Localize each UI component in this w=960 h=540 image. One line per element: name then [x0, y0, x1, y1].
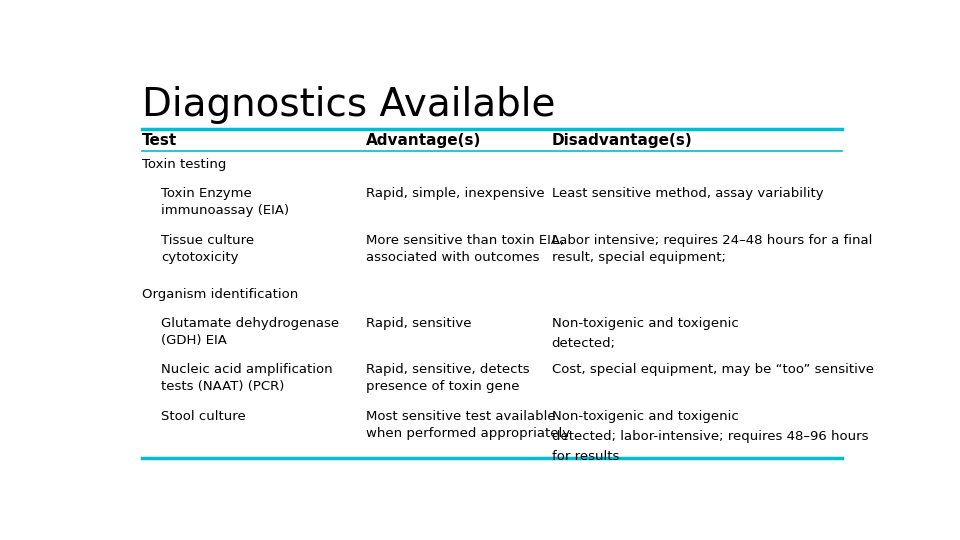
Text: Glutamate dehydrogenase
(GDH) EIA: Glutamate dehydrogenase (GDH) EIA [161, 317, 339, 347]
Text: detected;: detected; [551, 337, 615, 350]
Text: Organism identification: Organism identification [142, 288, 299, 301]
Text: More sensitive than toxin EIA,
associated with outcomes: More sensitive than toxin EIA, associate… [366, 234, 564, 264]
Text: for results: for results [551, 450, 619, 463]
Text: Labor intensive; requires 24–48 hours for a final
result, special equipment;: Labor intensive; requires 24–48 hours fo… [551, 234, 872, 264]
Text: Diagnostics Available: Diagnostics Available [142, 85, 556, 124]
Text: Stool culture: Stool culture [161, 410, 246, 423]
Text: Least sensitive method, assay variability: Least sensitive method, assay variabilit… [551, 187, 823, 200]
Text: Non-toxigenic and toxigenic: Non-toxigenic and toxigenic [551, 317, 742, 330]
Text: Nucleic acid amplification
tests (NAAT) (PCR): Nucleic acid amplification tests (NAAT) … [161, 363, 332, 393]
Text: Disadvantage(s): Disadvantage(s) [551, 133, 692, 148]
Text: Rapid, sensitive: Rapid, sensitive [366, 317, 471, 330]
Text: Tissue culture
cytotoxicity: Tissue culture cytotoxicity [161, 234, 254, 264]
Text: Toxin testing: Toxin testing [142, 158, 227, 171]
Text: Cost, special equipment, may be “too” sensitive: Cost, special equipment, may be “too” se… [551, 363, 874, 376]
Text: Advantage(s): Advantage(s) [366, 133, 481, 148]
Text: Most sensitive test available
when performed appropriately: Most sensitive test available when perfo… [366, 410, 569, 440]
Text: detected; labor-intensive; requires 48–96 hours: detected; labor-intensive; requires 48–9… [551, 430, 868, 443]
Text: Non-toxigenic and toxigenic: Non-toxigenic and toxigenic [551, 410, 742, 423]
Text: Rapid, simple, inexpensive: Rapid, simple, inexpensive [366, 187, 544, 200]
Text: Toxin Enzyme
immunoassay (EIA): Toxin Enzyme immunoassay (EIA) [161, 187, 289, 217]
Text: Test: Test [142, 133, 178, 148]
Text: Rapid, sensitive, detects
presence of toxin gene: Rapid, sensitive, detects presence of to… [366, 363, 529, 393]
